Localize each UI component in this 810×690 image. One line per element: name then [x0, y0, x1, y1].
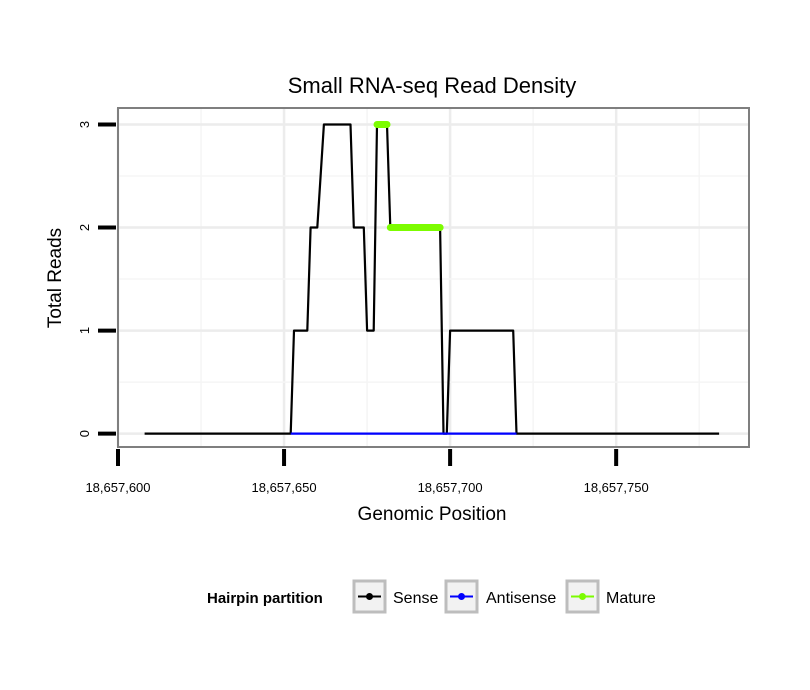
- y-tick-label: 3: [77, 121, 92, 128]
- y-tick-label: 0: [77, 430, 92, 437]
- chart-title: Small RNA-seq Read Density: [288, 73, 577, 98]
- plot-area: [118, 108, 749, 447]
- y-tick-label: 1: [77, 327, 92, 334]
- legend-label-mature: Mature: [606, 590, 656, 607]
- x-tick-label: 18,657,700: [418, 480, 483, 495]
- series-layer: [144, 120, 720, 435]
- x-axis-title: Genomic Position: [358, 504, 507, 525]
- legend-title: Hairpin partition: [207, 590, 323, 607]
- y-axis-title: Total Reads: [45, 228, 66, 328]
- legend-key-point-antisense: [458, 593, 465, 600]
- legend-label-antisense: Antisense: [486, 590, 556, 607]
- x-tick-label: 18,657,600: [85, 480, 150, 495]
- plot-border: [117, 107, 750, 448]
- legend: Hairpin partition Sense Antisense Mature: [207, 579, 656, 614]
- legend-key-point-mature: [579, 593, 586, 600]
- x-tick-label: 18,657,750: [584, 480, 649, 495]
- series-sense-line: [144, 123, 720, 435]
- axis-ticks: 18,657,600 18,657,650 18,657,700 18,657,750…: [77, 121, 649, 495]
- legend-label-sense: Sense: [393, 590, 438, 607]
- y-tick-label: 2: [77, 224, 92, 231]
- x-tick-label: 18,657,650: [252, 480, 317, 495]
- plot-background: [118, 108, 749, 447]
- legend-key-point-sense: [366, 593, 373, 600]
